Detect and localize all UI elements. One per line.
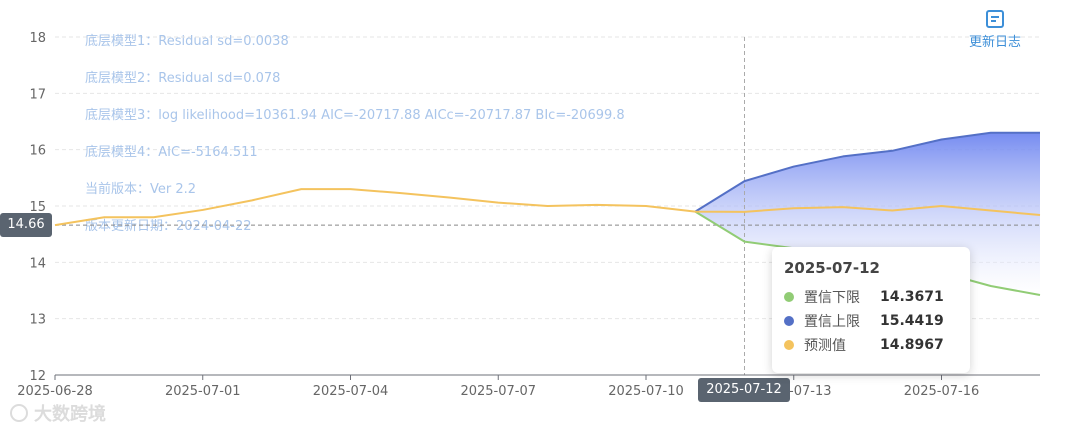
model-annotation: 底层模型1：Residual sd=0.0038 [85,33,289,49]
changelog-label: 更新日志 [968,35,1021,50]
tooltip-row-name: 预测值 [804,338,846,354]
watermark-text: 大数跨境 [34,404,106,425]
x-tick-label: 2025-07-07 [460,384,536,399]
tooltip-row-lower: 置信下限 14.3671 [784,285,958,309]
tooltip-row-name: 置信上限 [804,314,860,330]
tooltip-date: 2025-07-12 [784,259,880,277]
changelog-button[interactable]: 更新日志 [960,10,1030,50]
tooltip-row-forecast: 预测值 14.8967 [784,333,958,357]
tooltip-row-name: 置信下限 [804,290,860,306]
y-tick-label: 18 [29,31,46,46]
model-annotation: 底层模型3：log likelihood=10361.94 AIC=-20717… [85,107,625,123]
crosshair-x-label: 2025-07-12 [698,378,790,402]
document-icon [986,10,1004,28]
tooltip-row-value: 15.4419 [880,313,944,329]
y-tick-label: 12 [29,369,46,384]
y-tick-label: 13 [29,313,46,328]
x-tick-label: 2025-07-04 [313,384,389,399]
tooltip-row-value: 14.8967 [880,337,944,353]
tooltip-row-value: 14.3671 [880,289,944,305]
model-annotation: 当前版本：Ver 2.2 [85,181,196,197]
x-tick-label: 2025-07-10 [608,384,684,399]
upper-bound-line [694,131,1040,213]
y-tick-label: 16 [29,144,46,159]
y-tick-label: 17 [29,87,46,102]
tooltip-row-upper: 置信上限 15.4419 [784,309,958,333]
model-annotation: 版本更新日期：2024-04-22 [85,218,252,234]
watermark: 大数跨境 [10,400,106,426]
model-annotation: 底层模型2：Residual sd=0.078 [85,70,280,86]
tooltip: 2025-07-12 置信下限 14.3671 置信上限 15.4419 预测值… [772,247,970,373]
lower-bound-dot [784,292,794,302]
watermark-logo-icon [10,404,28,422]
forecast-dot [784,340,794,350]
forecast-line [54,188,1041,227]
upper-bound-dot [784,316,794,326]
crosshair-y-label: 14.66 [0,213,52,237]
x-tick-label: 2025-07-01 [165,384,241,399]
x-tick-label: 2025-07-16 [904,384,980,399]
model-annotation: 底层模型4：AIC=-5164.511 [85,144,258,160]
x-tick-label: 2025-06-28 [17,384,93,399]
y-tick-label: 15 [29,200,46,215]
y-tick-label: 14 [29,256,46,271]
